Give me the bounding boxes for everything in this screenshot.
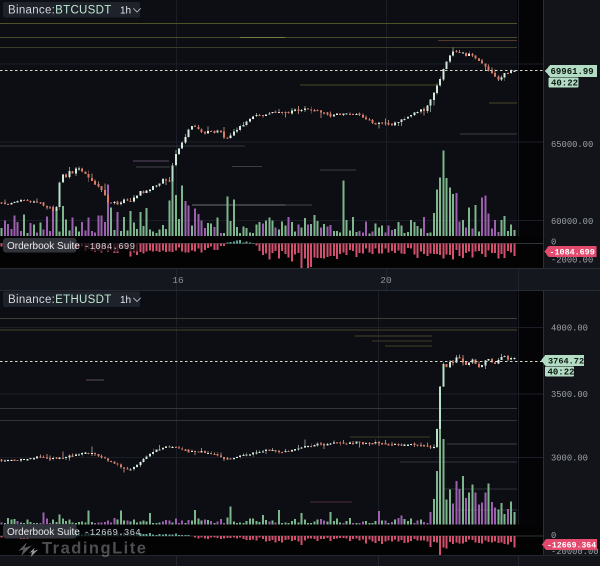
svg-text:Orderbook Suite: Orderbook Suite xyxy=(7,527,80,538)
svg-text:69961.99: 69961.99 xyxy=(551,67,594,77)
svg-text:Binance:BTCUSDT: Binance:BTCUSDT xyxy=(8,5,112,17)
svg-text:3764.72: 3764.72 xyxy=(548,357,584,367)
svg-text:-1084.699: -1084.699 xyxy=(84,242,135,252)
svg-text:-20000.00: -20000.00 xyxy=(551,547,599,557)
svg-text:1h: 1h xyxy=(120,6,131,17)
svg-text:0: 0 xyxy=(551,531,556,541)
svg-text:-12669.364: -12669.364 xyxy=(547,542,596,551)
svg-text:-2000.00: -2000.00 xyxy=(551,256,593,266)
svg-text:3500.00: 3500.00 xyxy=(551,390,588,400)
svg-text:20: 20 xyxy=(380,275,392,286)
svg-text:-12669.364: -12669.364 xyxy=(84,528,141,538)
svg-text:-1084.699: -1084.699 xyxy=(550,248,595,258)
svg-text:0: 0 xyxy=(551,238,556,248)
svg-text:40:22: 40:22 xyxy=(551,79,578,89)
svg-text:Orderbook Suite: Orderbook Suite xyxy=(7,241,80,252)
svg-text:65000.00: 65000.00 xyxy=(551,140,593,150)
svg-text:TradingLite: TradingLite xyxy=(42,540,147,558)
svg-text:Binance:ETHUSDT: Binance:ETHUSDT xyxy=(8,294,112,306)
svg-text:16: 16 xyxy=(172,275,184,286)
svg-text:3000.00: 3000.00 xyxy=(551,454,588,464)
svg-text:60000.00: 60000.00 xyxy=(551,217,593,227)
svg-text:4000.00: 4000.00 xyxy=(551,324,588,334)
svg-text:40:22: 40:22 xyxy=(548,368,575,378)
svg-text:1h: 1h xyxy=(120,295,131,306)
